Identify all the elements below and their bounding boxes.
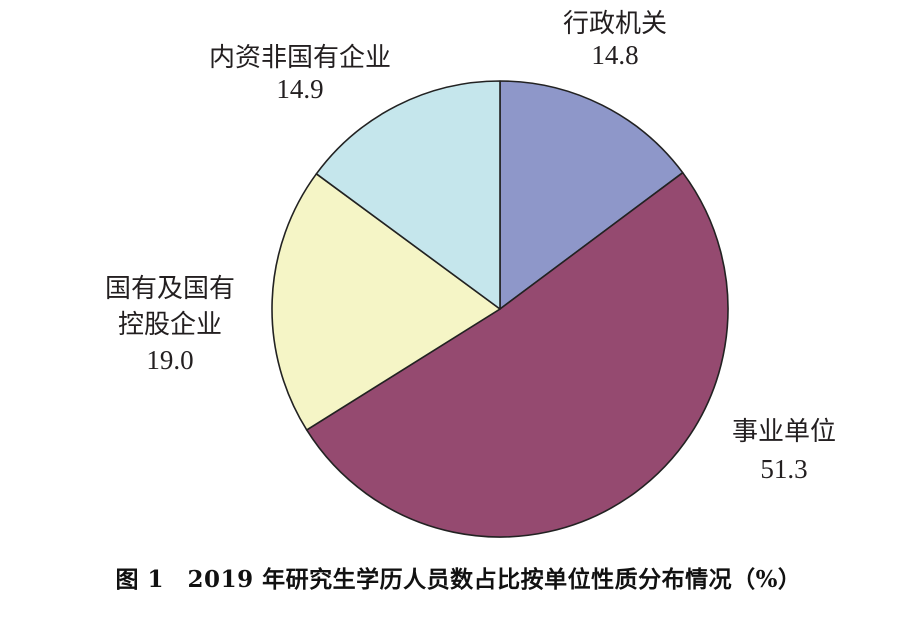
slice-value-label: 14.9 <box>276 74 323 104</box>
slice-xingzheng-jiguan <box>499 80 684 310</box>
slice-label: 行政机关 <box>563 9 667 39</box>
slice-label: 内资非国有企业 <box>209 43 391 73</box>
pie-slices <box>271 80 729 538</box>
slice-guoyou-konggu-qiye <box>271 173 501 431</box>
slice-shiye-danwei <box>305 171 729 538</box>
slice-label: 控股企业 <box>118 310 222 340</box>
slice-value-label: 51.3 <box>760 454 807 484</box>
slice-value-label: 19.0 <box>146 345 193 375</box>
slice-value-label: 14.8 <box>591 40 638 70</box>
slice-label: 事业单位 <box>732 417 836 447</box>
slice-label: 国有及国有 <box>105 274 235 304</box>
slice-neizi-feiguoyou-qiye <box>315 80 501 310</box>
chart-caption: 图 1 2019 年研究生学历人员数占比按单位性质分布情况（%） <box>115 566 802 593</box>
